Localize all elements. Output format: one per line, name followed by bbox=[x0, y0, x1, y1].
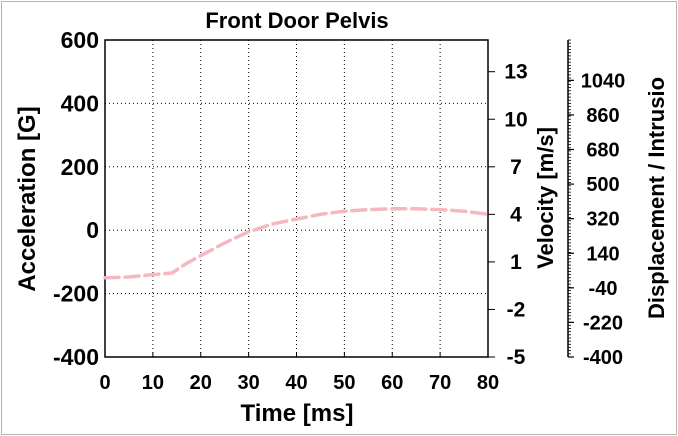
y2-axis-label: Velocity [m/s] bbox=[533, 127, 558, 269]
x-tick-label: 30 bbox=[238, 372, 260, 394]
y2-tick-label: -5 bbox=[507, 346, 526, 369]
y-tick-label: 0 bbox=[86, 217, 99, 243]
y-tick-label: -400 bbox=[53, 344, 99, 370]
y2-axis: -5 -2 1 4 7 10 13 bbox=[488, 61, 528, 369]
chart-title: Front Door Pelvis bbox=[205, 8, 388, 33]
y3-tick-label: 500 bbox=[586, 174, 619, 196]
y-tick-label: 400 bbox=[61, 90, 99, 116]
y3-tick-label: 140 bbox=[586, 243, 619, 265]
y2-tick-label: 1 bbox=[510, 251, 522, 274]
y-axis: -400 -200 0 200 400 600 bbox=[53, 27, 99, 370]
y3-axis: -400 -220 -40 140 320 500 680 860 1040 bbox=[567, 39, 626, 369]
y3-tick-label: 860 bbox=[586, 105, 619, 127]
y2-tick-label: -2 bbox=[507, 298, 526, 321]
y-tick-label: 200 bbox=[61, 154, 99, 180]
y2-tick-label: 13 bbox=[504, 61, 527, 84]
y3-tick-label: 320 bbox=[586, 209, 619, 231]
x-tick-label: 50 bbox=[333, 372, 355, 394]
y3-tick-label: -400 bbox=[583, 347, 623, 369]
y-tick-label: -200 bbox=[53, 281, 99, 307]
y-tick-label: 600 bbox=[61, 27, 99, 53]
y3-tick-label: 680 bbox=[586, 140, 619, 162]
x-tick-label: 60 bbox=[381, 372, 403, 394]
x-tick-label: 0 bbox=[99, 372, 110, 394]
series-line bbox=[103, 207, 490, 280]
y-axis-label: Acceleration [G] bbox=[14, 106, 41, 291]
x-tick-label: 40 bbox=[285, 372, 307, 394]
y2-tick-label: 7 bbox=[510, 156, 522, 179]
x-tick-label: 20 bbox=[190, 372, 212, 394]
x-tick-label: 70 bbox=[429, 372, 451, 394]
y2-tick-label: 10 bbox=[504, 108, 527, 131]
y2-tick-label: 4 bbox=[510, 203, 522, 226]
y3-tick-label: -40 bbox=[589, 278, 618, 300]
grid bbox=[104, 39, 489, 358]
x-axis-label: Time [ms] bbox=[241, 400, 354, 427]
x-tick-label: 10 bbox=[142, 372, 164, 394]
y3-tick-label: 1040 bbox=[581, 70, 626, 92]
plot-area bbox=[104, 39, 489, 358]
x-axis: 0 10 20 30 40 50 60 70 80 bbox=[99, 352, 499, 394]
y3-axis-label: Displacement / Intrusio bbox=[644, 77, 669, 319]
x-tick-label: 80 bbox=[477, 372, 499, 394]
series-group bbox=[103, 207, 490, 280]
y3-tick-label: -220 bbox=[583, 312, 623, 334]
